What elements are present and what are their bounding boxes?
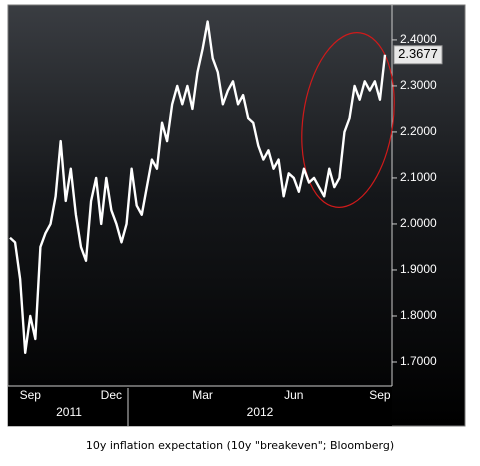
y-tick-label: 1.9000 [400, 262, 437, 276]
x-tick-label: Jun [284, 388, 303, 402]
highlight-ellipse [301, 32, 395, 208]
y-tick-label: 1.8000 [400, 308, 437, 322]
caption: 10y inflation expectation (10y "breakeve… [86, 439, 394, 452]
y-tick-label: 2.1000 [400, 170, 437, 184]
x-axis-band [8, 386, 392, 426]
y-tick-label: 1.7000 [400, 354, 437, 368]
y-tick-label: 2.3000 [400, 78, 437, 92]
x-group-label: 2011 [56, 405, 82, 419]
x-tick-label: Sep [369, 388, 391, 402]
last-value-label: 2.3677 [398, 46, 438, 61]
x-tick-label: Mar [192, 388, 213, 402]
chart-panel [7, 4, 466, 427]
y-tick-label: 2.4000 [400, 32, 437, 46]
last-value-box [393, 45, 443, 65]
x-tick-label: Dec [101, 388, 122, 402]
y-tick-label: 2.0000 [400, 216, 437, 230]
x-tick-label: Sep [20, 388, 42, 402]
x-group-label: 2012 [247, 405, 274, 419]
series-line [9, 20, 387, 354]
y-tick-label: 2.2000 [400, 124, 437, 138]
